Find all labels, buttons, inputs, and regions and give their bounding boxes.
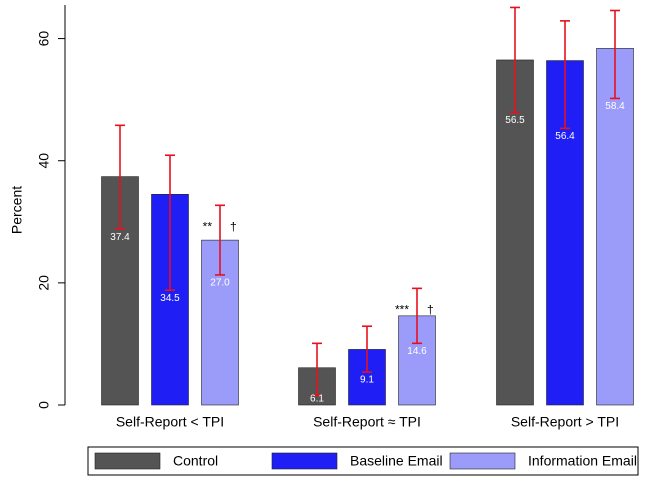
value-label: 56.5 — [505, 115, 525, 126]
x-tick-label: Self-Report ≈ TPI — [313, 414, 421, 430]
legend-label: Information Email — [528, 453, 637, 469]
value-label: 9.1 — [360, 375, 374, 386]
y-tick-label: 0 — [36, 401, 52, 409]
legend-swatch — [449, 452, 516, 470]
legend-swatch — [94, 452, 161, 470]
legend-label: Control — [173, 453, 218, 469]
value-label: 14.6 — [407, 346, 427, 357]
bar — [596, 48, 634, 406]
significance-marker: † — [230, 219, 237, 233]
significance-marker: *** — [395, 303, 409, 317]
significance-marker: ** — [203, 219, 213, 233]
legend-box — [87, 446, 639, 476]
x-tick-label: Self-Report > TPI — [511, 414, 619, 430]
legend-swatch — [271, 452, 338, 470]
bar — [496, 59, 534, 406]
value-label: 58.4 — [605, 101, 625, 112]
value-label: 6.1 — [310, 394, 324, 405]
value-label: 56.4 — [555, 131, 575, 142]
value-label: 34.5 — [160, 293, 180, 304]
significance-marker: † — [427, 303, 434, 317]
value-label: 37.4 — [110, 232, 130, 243]
y-axis-label: Percent — [9, 186, 25, 234]
x-tick-label: Self-Report < TPI — [116, 414, 224, 430]
legend-label: Baseline Email — [350, 453, 443, 469]
value-label: 27.0 — [210, 278, 230, 289]
y-tick-label: 20 — [36, 275, 52, 291]
y-tick-label: 60 — [36, 31, 52, 47]
y-tick-label: 40 — [36, 153, 52, 169]
